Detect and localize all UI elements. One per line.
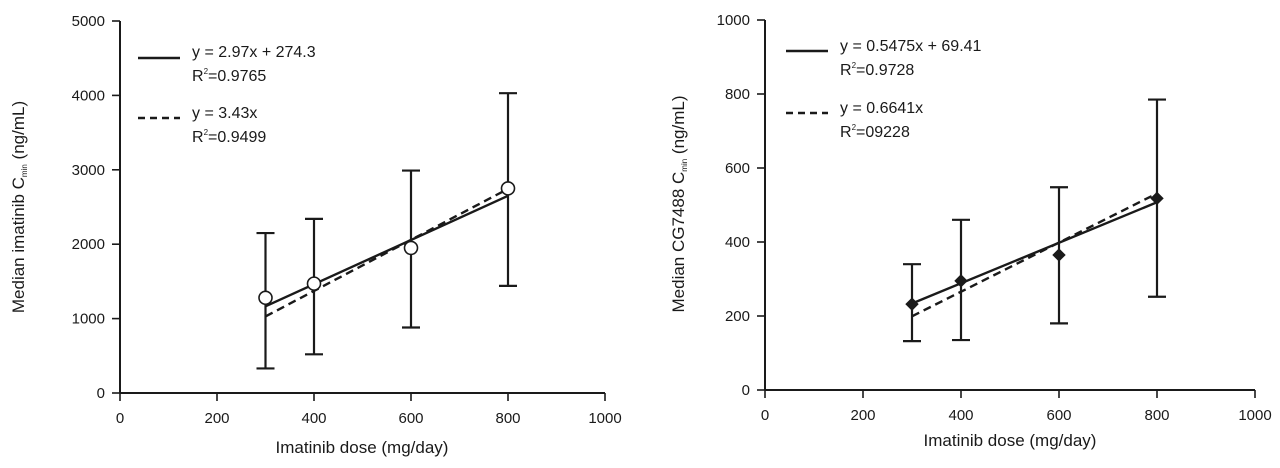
legend-dashed-r2-prefix: R [192,129,204,146]
data-points [258,181,516,306]
y-tick-label: 600 [725,160,750,177]
legend-solid-equation: y = 0.5475x + 69.41 [840,38,982,55]
data-point-circle [500,181,516,196]
x-tick-label: 0 [116,410,124,427]
legend-solid-r2-sup: 2 [204,67,209,76]
legend-solid-equation: y = 2.97x + 274.3 [192,44,316,61]
legend-solid-r2: R2=0.9765 [192,67,266,85]
legend-dashed-r2-sup: 2 [204,128,209,137]
legend-dashed-r2-sup: 2 [852,123,857,132]
y-tick-label: 4000 [72,87,105,104]
fit-lines [911,192,1158,318]
legend-solid-r2-value: =0.9728 [856,62,914,79]
chart-panel-imatinib: 0 200 400 600 800 1000 0 1000 2000 3000 4000 5000 I… [9,13,622,457]
legend-dashed-r2-value: =0.9499 [208,129,266,146]
fit-line-solid [265,194,509,308]
y-tick-label: 0 [742,382,750,399]
x-axis-label: Imatinib dose (mg/day) [276,438,449,457]
y-tick-label: 5000 [72,13,105,30]
y-axis-label-subscript: min [20,164,29,177]
axis-ticks: 0 200 400 600 800 1000 0 200 400 600 800 1000 [717,12,1272,424]
x-tick-label: 600 [398,410,423,427]
data-point-circle [403,240,419,256]
y-tick-label: 2000 [72,236,105,253]
legend-dashed-r2-prefix: R [840,124,852,141]
y-axis-label-subscript: min [680,159,689,172]
y-axis-label: Median imatinib Cmin (ng/mL) [9,101,29,313]
x-tick-label: 400 [948,407,973,424]
x-tick-label: 800 [1144,407,1169,424]
legend-dashed-equation: y = 0.6641x [840,100,923,117]
error-bars [903,98,1166,343]
legend-dashed-r2-value: =09228 [856,124,910,141]
x-tick-label: 200 [850,407,875,424]
fit-lines [264,187,509,318]
x-tick-label: 1000 [1238,407,1271,424]
y-tick-label: 1000 [717,12,750,29]
x-axis-label: Imatinib dose (mg/day) [924,431,1097,450]
y-axis-label-suffix: (ng/mL) [669,96,688,159]
y-axis-label-prefix: Median imatinib C [9,177,28,313]
data-point-diamond [954,274,968,288]
fit-line-solid [911,201,1158,305]
error-bars [256,92,517,370]
legend-solid-r2-prefix: R [840,62,852,79]
data-point-diamond [1150,191,1164,206]
data-point-circle [258,290,273,306]
data-point-diamond [905,297,919,311]
y-axis-label-prefix: Median CG7488 C [669,172,688,313]
y-tick-label: 400 [725,234,750,251]
x-tick-label: 800 [495,410,520,427]
axes [119,21,605,394]
chart-panel-cg7488: 0 200 400 600 800 1000 0 200 400 600 800 1000 Imati… [669,12,1272,450]
legend-dashed-equation: y = 3.43x [192,105,257,122]
legend-solid-r2-sup: 2 [852,61,857,70]
x-tick-label: 0 [761,407,769,424]
y-tick-label: 1000 [72,311,105,328]
legend-dashed-r2: R2=09228 [840,123,910,141]
y-tick-label: 0 [97,385,105,402]
axis-ticks: 0 200 400 600 800 1000 0 1000 2000 3000 4000 5000 [72,13,622,427]
data-point-diamond [1052,248,1066,262]
axes [764,20,1255,391]
data-point-circle [306,276,322,291]
legend: y = 0.5475x + 69.41 R2=0.9728 y = 0.6641… [786,38,982,141]
legend: y = 2.97x + 274.3 R2=0.9765 y = 3.43x R2… [138,44,316,146]
legend-solid-r2-value: =0.9765 [208,68,266,85]
x-tick-label: 400 [301,410,326,427]
legend-solid-r2: R2=0.9728 [840,61,914,79]
fit-line-dashed [911,192,1158,318]
x-tick-label: 200 [204,410,229,427]
legend-dashed-r2: R2=0.9499 [192,128,266,146]
legend-solid-r2-prefix: R [192,68,204,85]
y-axis-label: Median CG7488 Cmin (ng/mL) [669,96,689,313]
y-axis-label-suffix: (ng/mL) [9,101,28,164]
y-tick-label: 800 [725,86,750,103]
data-points [905,191,1164,311]
y-tick-label: 3000 [72,162,105,179]
fit-line-dashed [264,187,509,318]
x-tick-label: 1000 [588,410,621,427]
x-tick-label: 600 [1046,407,1071,424]
y-tick-label: 200 [725,308,750,325]
